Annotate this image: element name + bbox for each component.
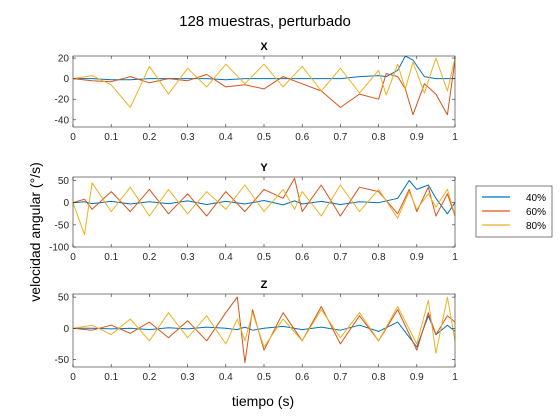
series-line-y-60 <box>73 177 455 217</box>
series-line-x-60 <box>73 60 455 116</box>
x-tick-label-z: 0.9 <box>410 372 424 383</box>
series-line-z-40 <box>73 315 455 348</box>
series-line-x-80 <box>73 57 455 108</box>
y-axis-label: velocidad angular (°/s) <box>27 162 43 301</box>
x-tick-label-y: 0.7 <box>333 252 347 263</box>
legend-label-40: 40% <box>526 193 546 204</box>
x-tick-label-x: 0.8 <box>372 132 386 143</box>
x-tick-label-y: 0.4 <box>219 252 233 263</box>
x-tick-label-x: 0.1 <box>104 132 118 143</box>
series-group-x <box>73 56 455 116</box>
x-tick-label-y: 0.2 <box>142 252 156 263</box>
y-tick-label-x: 20 <box>58 54 70 65</box>
x-tick-label-z: 0.8 <box>372 372 386 383</box>
series-line-y-40 <box>73 180 455 215</box>
x-tick-label-y: 0.6 <box>295 252 309 263</box>
x-tick-label-x: 0.4 <box>219 132 233 143</box>
y-tick-label-y: 0 <box>63 198 69 209</box>
series-group-z <box>73 296 455 364</box>
x-tick-label-z: 0.7 <box>333 372 347 383</box>
axes-box-z <box>72 293 456 368</box>
series-line-x-40 <box>73 56 455 81</box>
y-tick-label-z: 0 <box>63 324 69 335</box>
series-group-y <box>73 177 455 236</box>
x-tick-label-y: 0 <box>70 252 76 263</box>
y-tick-label-y: -50 <box>55 220 70 231</box>
x-axis-label: tiempo (s) <box>232 393 294 409</box>
x-tick-label-y: 0.3 <box>181 252 195 263</box>
x-tick-label-x: 0.6 <box>295 132 309 143</box>
x-tick-label-x: 0 <box>70 132 76 143</box>
x-tick-label-z: 0.1 <box>104 372 118 383</box>
x-tick-label-y: 0.1 <box>104 252 118 263</box>
x-tick-label-z: 0.6 <box>295 372 309 383</box>
y-tick-label-y: -100 <box>49 243 69 254</box>
x-tick-label-z: 0.4 <box>219 372 233 383</box>
figure-title: 128 muestras, perturbado <box>179 13 351 30</box>
x-tick-label-z: 0 <box>70 372 76 383</box>
subplot-y: Y 0 0.1 0.2 0.3 0.4 0.5 0.6 0.7 0.8 0.9 1 50 0 -50 -100 <box>49 162 458 263</box>
y-tick-label-x: -40 <box>55 115 70 126</box>
subplot-x: X 0 0.1 0.2 0.3 0.4 0.5 0.6 0.7 0.8 0.9 1 20 0 -20 -40 <box>55 41 459 143</box>
x-tick-label-y: 0.9 <box>410 252 424 263</box>
x-tick-label-x: 0.9 <box>410 132 424 143</box>
x-tick-label-x: 0.7 <box>333 132 347 143</box>
subplot-title-y: Y <box>260 162 268 174</box>
legend-label-80: 80% <box>526 221 546 232</box>
x-tick-label-x: 0.3 <box>181 132 195 143</box>
x-tick-label-z: 0.3 <box>181 372 195 383</box>
x-tick-label-y: 1 <box>452 252 458 263</box>
y-tick-label-x: -20 <box>55 95 70 106</box>
y-tick-label-z: -50 <box>55 355 70 366</box>
subplot-title-z: Z <box>261 279 268 291</box>
x-tick-label-z: 0.2 <box>142 372 156 383</box>
legend-label-60: 60% <box>526 207 546 218</box>
y-tick-label-x: 0 <box>63 74 69 85</box>
x-tick-label-x: 0.2 <box>142 132 156 143</box>
series-line-y-80 <box>73 182 455 236</box>
x-tick-label-x: 0.5 <box>257 132 271 143</box>
subplot-title-x: X <box>260 41 268 53</box>
x-tick-label-x: 1 <box>452 132 458 143</box>
x-tick-label-y: 0.8 <box>372 252 386 263</box>
y-tick-label-y: 50 <box>58 176 70 187</box>
x-tick-label-y: 0.5 <box>257 252 271 263</box>
x-tick-label-z: 1 <box>452 372 458 383</box>
series-line-z-80 <box>73 296 455 354</box>
y-tick-label-z: 50 <box>58 293 70 304</box>
series-line-z-60 <box>73 296 455 364</box>
x-tick-label-z: 0.5 <box>257 372 271 383</box>
legend: 40% 60% 80% <box>475 185 553 238</box>
axes-box-x <box>72 55 456 128</box>
